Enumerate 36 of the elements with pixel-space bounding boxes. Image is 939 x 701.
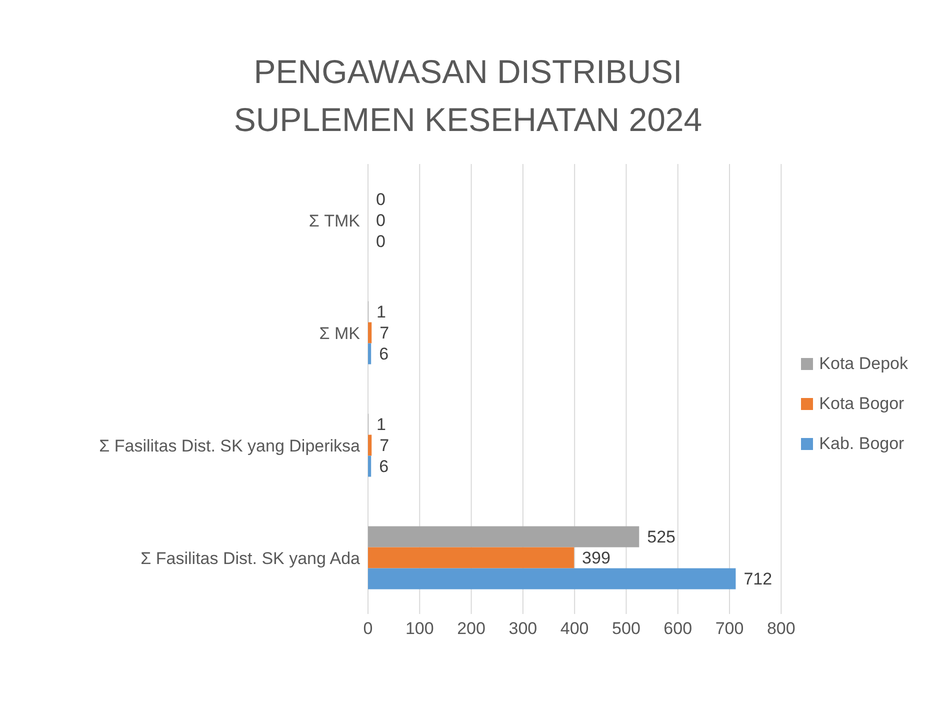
x-tick-label: 200	[457, 619, 486, 638]
y-tick-label: Σ Fasilitas Dist. SK yang Diperiksa	[99, 436, 361, 456]
y-tick-label: Σ TMK	[308, 211, 361, 230]
x-tick-label: 700	[715, 619, 744, 638]
data-label: 1	[376, 302, 386, 322]
legend-label: Kab. Bogor	[819, 433, 904, 455]
bar	[368, 526, 640, 548]
data-label: 399	[582, 548, 610, 568]
chart-title: PENGAWASAN DISTRIBUSI SUPLEMEN KESEHATAN 2024	[232, 52, 704, 140]
data-label: 0	[376, 210, 386, 230]
bar	[368, 322, 372, 344]
data-label: 712	[744, 569, 772, 588]
x-tick-label: 300	[508, 619, 538, 638]
legend-label: Kota Bogor	[819, 393, 904, 415]
x-tick-label: 600	[664, 619, 692, 638]
x-tick-label: 400	[560, 619, 589, 638]
data-label: 525	[647, 527, 676, 546]
data-label: 0	[376, 190, 386, 209]
x-tick-label: 500	[612, 619, 640, 638]
bar	[368, 568, 736, 590]
y-tick-label: Σ Fasilitas Dist. SK yang Ada	[140, 548, 361, 568]
y-tick-label: Σ MK	[319, 324, 361, 343]
bar	[368, 547, 574, 568]
data-label: 6	[379, 456, 389, 476]
legend-label: Kota Depok	[819, 353, 908, 375]
data-label: 6	[379, 344, 389, 364]
data-label: 0	[376, 232, 386, 251]
data-label: 1	[376, 414, 386, 434]
bar	[368, 434, 372, 456]
x-tick-label: 0	[363, 619, 373, 638]
data-label: 7	[380, 323, 390, 342]
x-tick-label: 800	[766, 619, 796, 638]
bar	[368, 343, 372, 364]
bar	[368, 456, 372, 477]
data-label: 7	[380, 436, 390, 455]
x-tick-label: 100	[405, 619, 434, 638]
